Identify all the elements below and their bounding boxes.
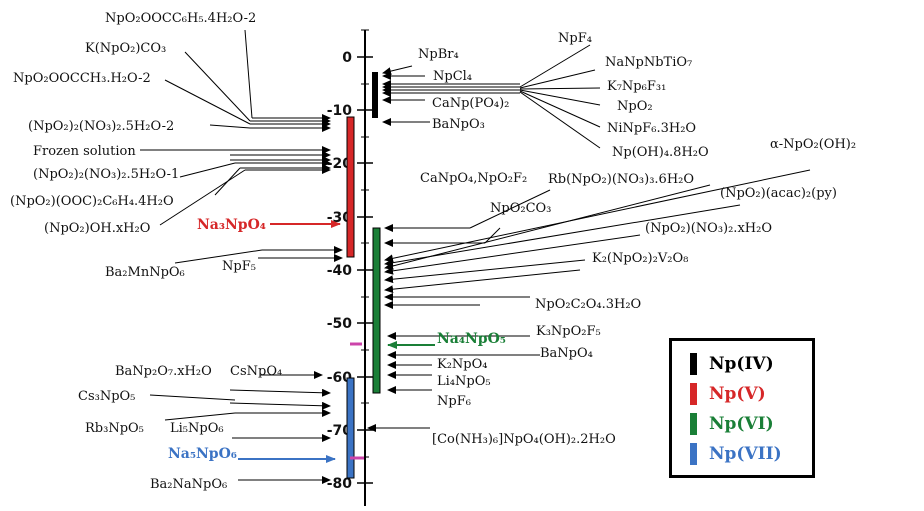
label-npo2-ooc2c6h4: (NpO₂)(OOC)₂C₆H₄.4H₂O (10, 194, 174, 209)
label-npo2-no3-2: (NpO₂)(NO₃)₂.xH₂O (645, 221, 772, 236)
label-frozen-solution: Frozen solution (33, 144, 136, 159)
legend-item-np5: Np(V) (690, 381, 766, 407)
label-na4npo5: Na₄NpO₅ (437, 331, 506, 347)
left-labels: NpO₂OOCC₆H₅.4H₂O-2 K(NpO₂)CO₃ NpO₂OOCCH₃… (10, 11, 282, 492)
label-rb3npo5: Rb₃NpO₅ (85, 421, 144, 436)
tick-label: -10 (327, 103, 353, 119)
label-nanpnbtio7: NaNpNbTiO₇ (605, 55, 692, 70)
legend-label-np7: Np(VII) (709, 444, 782, 464)
label-cs3npo5: Cs₃NpO₅ (78, 389, 135, 404)
legend-swatch-np4 (690, 353, 697, 375)
label-npo2oocc6h5: NpO₂OOCC₆H₅.4H₂O-2 (105, 11, 256, 26)
np4-range-bar (372, 72, 378, 118)
right-labels: NpBr₄ NpCl₄ CaNp(PO₄)₂ BaNpO₃ NpF₄ NaNpN… (418, 31, 856, 447)
np7-range-bar (346, 377, 355, 479)
legend-item-np7: Np(VII) (690, 441, 782, 467)
label-k2npo4: K₂NpO₄ (437, 357, 488, 372)
right-arrows (367, 44, 811, 432)
label-li5npo6: Li₅NpO₆ (170, 421, 224, 436)
label-na5npo6: Na₅NpO₆ (168, 446, 237, 462)
axis-tick-labels: 0 -10 -20 -30 -40 -50 -60 -70 -80 (327, 50, 353, 492)
label-npf6: NpF₆ (437, 394, 471, 409)
label-npo2-2-no3-2-5h2o-2: (NpO₂)₂(NO₃)₂.5H₂O-2 (28, 119, 174, 134)
label-npo2co3: NpO₂CO₃ (490, 201, 551, 216)
legend-label-np6: Np(VI) (709, 414, 774, 434)
label-alpha-npo2-oh-2: α-NpO₂(OH)₂ (770, 137, 856, 152)
label-np-oh-4: Np(OH)₄.8H₂O (612, 145, 709, 160)
tick-label: -50 (327, 316, 353, 332)
label-npo2-2-no3-2-5h2o-1: (NpO₂)₂(NO₃)₂.5H₂O-1 (33, 167, 179, 182)
tick-label: -20 (327, 156, 353, 172)
label-banpo3: BaNpO₃ (432, 117, 485, 132)
legend-swatch-np6 (690, 413, 697, 435)
label-banpo4: BaNpO₄ (540, 346, 593, 361)
label-na3npo4: Na₃NpO₄ (197, 217, 266, 233)
label-npo2oh: (NpO₂)OH.xH₂O (44, 221, 150, 236)
label-npo2oocch3: NpO₂OOCCH₃.H₂O-2 (13, 71, 151, 86)
label-canpo4-npo2f2: CaNpO₄,NpO₂F₂ (420, 171, 527, 186)
label-npo2c2o4: NpO₂C₂O₄.3H₂O (535, 297, 641, 312)
label-knpo2co3: K(NpO₂)CO₃ (85, 41, 166, 56)
label-co-nh3-6-npo4: [Co(NH₃)₆]NpO₄(OH)₂.2H₂O (432, 432, 616, 447)
label-k7np6f31: K₇Np₆F₃₁ (607, 79, 666, 94)
label-npbr4: NpBr₄ (418, 47, 459, 62)
label-rb-npo2-no3-3: Rb(NpO₂)(NO₃)₃.6H₂O (548, 172, 694, 187)
label-banp2o7: BaNp₂O₇.xH₂O (115, 364, 212, 379)
legend-item-np6: Np(VI) (690, 411, 774, 437)
label-k2-npo2-2-v2o8: K₂(NpO₂)₂V₂O₈ (592, 251, 688, 266)
label-npo2-acac-2-py: (NpO₂)(acac)₂(py) (720, 186, 837, 201)
label-npf5: NpF₅ (222, 259, 256, 274)
legend-item-np4: Np(IV) (690, 351, 774, 377)
legend-label-np5: Np(V) (709, 384, 766, 404)
legend: Np(IV) Np(V) Np(VI) Np(VII) (669, 338, 815, 478)
label-ninpf6: NiNpF₆.3H₂O (607, 121, 696, 136)
label-k3npo2f5: K₃NpO₂F₅ (536, 324, 601, 339)
legend-swatch-np7 (690, 443, 697, 465)
tick-label: -70 (327, 423, 353, 439)
label-canp-po4-2: CaNp(PO₄)₂ (432, 96, 509, 111)
axis-ticks (357, 29, 373, 484)
legend-swatch-np5 (690, 383, 697, 405)
legend-label-np4: Np(IV) (709, 354, 774, 374)
label-npo2: NpO₂ (617, 99, 653, 114)
label-npcl4: NpCl₄ (433, 69, 472, 84)
np6-range-bar (372, 227, 381, 394)
tick-label: -80 (327, 476, 353, 492)
label-li4npo5: Li₄NpO₅ (437, 374, 491, 389)
label-ba2mnnpo6: Ba₂MnNpO₆ (105, 265, 185, 280)
label-csnpo4: CsNpO₄ (230, 364, 282, 379)
left-arrows (140, 29, 343, 484)
label-npf4: NpF₄ (558, 31, 592, 46)
tick-label: -60 (327, 370, 353, 386)
tick-label: -40 (327, 263, 353, 279)
np5-range-bar (346, 116, 355, 258)
tick-label: 0 (342, 50, 352, 66)
label-ba2nanpo6: Ba₂NaNpO₆ (150, 477, 227, 492)
